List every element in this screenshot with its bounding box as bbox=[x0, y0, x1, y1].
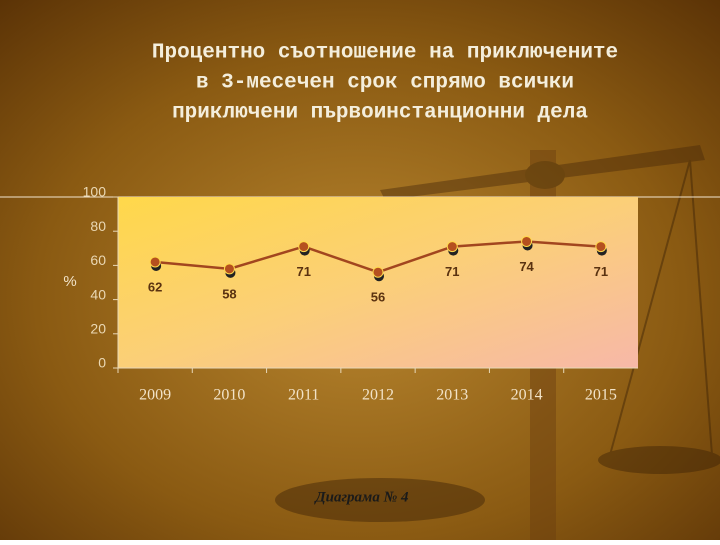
data-label: 71 bbox=[296, 264, 310, 279]
x-tick-label: 2014 bbox=[511, 387, 543, 404]
y-tick-label: 100 bbox=[83, 184, 107, 200]
point bbox=[149, 256, 161, 268]
point bbox=[298, 241, 310, 253]
y-tick-label: 40 bbox=[90, 286, 106, 302]
data-label: 71 bbox=[594, 264, 608, 279]
y-tick-label: 0 bbox=[98, 355, 106, 371]
x-tick-label: 2015 bbox=[585, 387, 617, 404]
y-tick-label: 60 bbox=[90, 252, 106, 268]
point bbox=[372, 266, 384, 278]
point bbox=[521, 235, 533, 247]
y-tick-label: 80 bbox=[90, 218, 106, 234]
point bbox=[595, 241, 607, 253]
title: Процентно съотношение на приключените в 3… bbox=[152, 42, 618, 125]
point bbox=[223, 263, 235, 275]
data-label: 71 bbox=[445, 264, 459, 279]
data-label: 58 bbox=[222, 286, 236, 301]
point bbox=[446, 241, 458, 253]
data-label: 56 bbox=[371, 290, 385, 305]
x-tick-label: 2011 bbox=[288, 387, 319, 404]
x-tick-label: 2010 bbox=[213, 387, 245, 404]
data-label: 62 bbox=[148, 279, 162, 294]
y-tick-label: 20 bbox=[90, 321, 106, 337]
title-line: Процентно съотношение на приключените bbox=[152, 42, 618, 65]
title-line: в 3-месечен срок спрямо всички bbox=[196, 72, 574, 95]
title-line: приключени първоинстанционни дела bbox=[172, 102, 588, 125]
x-tick-label: 2009 bbox=[139, 387, 171, 404]
y-axis-label: % bbox=[63, 273, 76, 290]
data-label: 74 bbox=[519, 259, 534, 274]
plot-area bbox=[118, 197, 638, 368]
x-tick-label: 2012 bbox=[362, 387, 394, 404]
caption: Диаграма № 4 bbox=[313, 489, 409, 505]
x-tick-label: 2013 bbox=[436, 387, 468, 404]
